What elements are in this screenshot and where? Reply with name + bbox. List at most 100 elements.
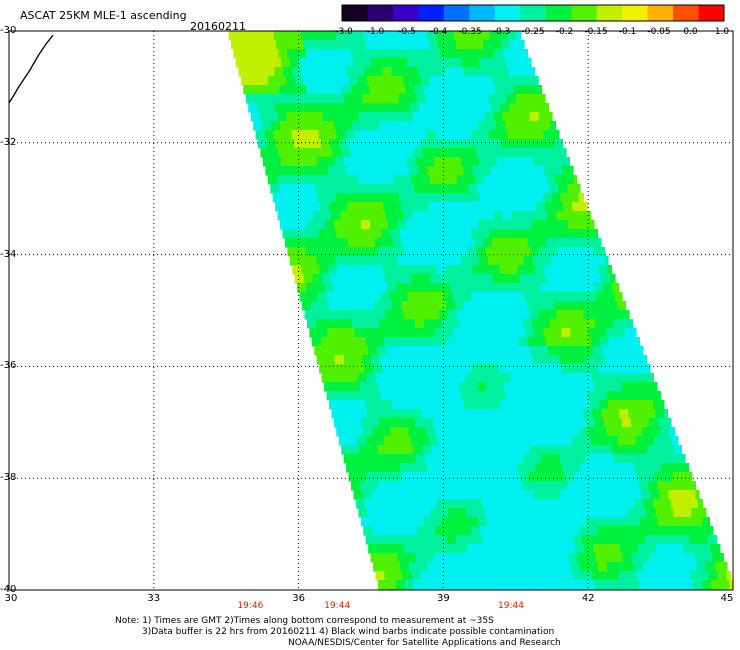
swath-cell bbox=[564, 472, 575, 482]
swath-cell bbox=[440, 580, 451, 590]
swath-cell bbox=[571, 499, 582, 509]
swath-cell bbox=[424, 553, 435, 563]
swath-cell bbox=[375, 373, 386, 383]
swath-cell bbox=[263, 94, 274, 104]
swath-cell bbox=[492, 76, 503, 86]
swath-cell bbox=[458, 346, 468, 356]
swath-cell bbox=[442, 121, 452, 131]
swath-cell bbox=[370, 58, 381, 68]
swath-cell bbox=[617, 301, 627, 311]
swath-cell bbox=[409, 400, 420, 410]
swath-cell bbox=[612, 418, 623, 428]
swath-cell bbox=[320, 103, 330, 113]
swath-cell bbox=[592, 409, 602, 419]
swath-cell bbox=[525, 328, 535, 338]
swath-cell bbox=[498, 427, 508, 437]
swath-cell bbox=[656, 445, 666, 455]
swath-cell bbox=[537, 472, 548, 482]
swath-cell bbox=[399, 526, 409, 536]
swath-cell bbox=[634, 463, 644, 473]
swath-cell bbox=[476, 580, 487, 590]
swath-cell bbox=[307, 58, 318, 68]
swath-cell bbox=[629, 580, 640, 590]
swath-cell bbox=[339, 175, 350, 185]
swath-cell bbox=[554, 139, 564, 149]
swath-cell bbox=[548, 580, 559, 590]
swath-cell bbox=[253, 121, 263, 131]
swath-cell bbox=[336, 130, 347, 140]
swath-cell bbox=[530, 247, 540, 257]
swath-cell bbox=[603, 418, 614, 428]
swath-cell bbox=[420, 571, 430, 581]
swath-cell bbox=[352, 355, 363, 365]
swath-cell bbox=[620, 445, 630, 455]
swath-cell bbox=[534, 427, 544, 437]
swath-cell bbox=[456, 373, 467, 383]
swath-cell bbox=[519, 472, 530, 482]
swath-cell bbox=[497, 490, 507, 500]
swath-cell bbox=[289, 220, 299, 230]
swath-cell bbox=[602, 580, 613, 590]
swath-cell bbox=[519, 175, 530, 185]
swath-cell bbox=[441, 481, 451, 491]
swath-cell bbox=[702, 517, 710, 527]
swath-cell bbox=[413, 544, 423, 554]
swath-cell bbox=[354, 427, 364, 437]
swath-cell bbox=[467, 544, 477, 554]
swath-cell bbox=[505, 454, 516, 464]
swath-cell bbox=[363, 526, 373, 536]
swath-cell bbox=[450, 418, 461, 428]
swath-cell bbox=[669, 427, 675, 437]
swath-cell bbox=[521, 148, 531, 158]
swath-cell bbox=[487, 256, 498, 266]
swath-cell bbox=[331, 211, 342, 221]
swath-cell bbox=[687, 526, 697, 536]
swath-cell bbox=[329, 103, 339, 113]
swath-cell bbox=[353, 292, 364, 302]
swath-cell bbox=[532, 157, 543, 167]
swath-cell bbox=[601, 310, 611, 320]
swath-cell bbox=[446, 238, 457, 248]
swath-cell bbox=[647, 445, 657, 455]
swath-cell bbox=[441, 382, 451, 392]
swath-cell bbox=[576, 319, 587, 329]
swath-cell bbox=[505, 121, 515, 131]
swath-cell bbox=[265, 166, 275, 176]
swath-cell bbox=[691, 508, 701, 518]
swath-cell bbox=[359, 148, 369, 158]
swath-cell bbox=[525, 229, 535, 239]
swath-cell bbox=[373, 364, 383, 374]
swath-cell bbox=[617, 337, 628, 347]
swath-cell bbox=[621, 481, 631, 491]
swath-cell bbox=[578, 490, 588, 500]
swath-cell bbox=[683, 580, 694, 590]
swath-cell bbox=[517, 499, 528, 509]
swath-cell bbox=[408, 526, 418, 536]
swath-cell bbox=[408, 427, 418, 437]
swath-cell bbox=[439, 409, 449, 419]
swath-cell bbox=[373, 463, 383, 473]
swath-cell bbox=[526, 364, 536, 374]
swath-cell bbox=[422, 580, 433, 590]
swath-cell bbox=[538, 211, 549, 221]
time-label: 19:44 bbox=[324, 601, 351, 611]
swath-cell bbox=[308, 94, 319, 104]
swath-cell bbox=[496, 256, 507, 266]
swath-cell bbox=[479, 193, 490, 203]
swath-cell bbox=[454, 364, 464, 374]
swath-cell bbox=[398, 193, 409, 203]
swath-cell bbox=[643, 562, 653, 572]
swath-cell bbox=[585, 418, 596, 428]
swath-cell bbox=[472, 166, 482, 176]
swath-cell bbox=[408, 31, 419, 41]
swath-cell bbox=[387, 418, 398, 428]
swath-cell bbox=[486, 481, 496, 491]
swath-cell bbox=[497, 292, 508, 302]
swath-cell bbox=[531, 85, 541, 95]
swath-cell bbox=[445, 463, 455, 473]
swath-cell bbox=[529, 310, 539, 320]
swath-cell bbox=[664, 508, 674, 518]
swath-cell bbox=[490, 463, 500, 473]
swath-cell bbox=[472, 562, 482, 572]
swath-cell bbox=[617, 535, 628, 545]
